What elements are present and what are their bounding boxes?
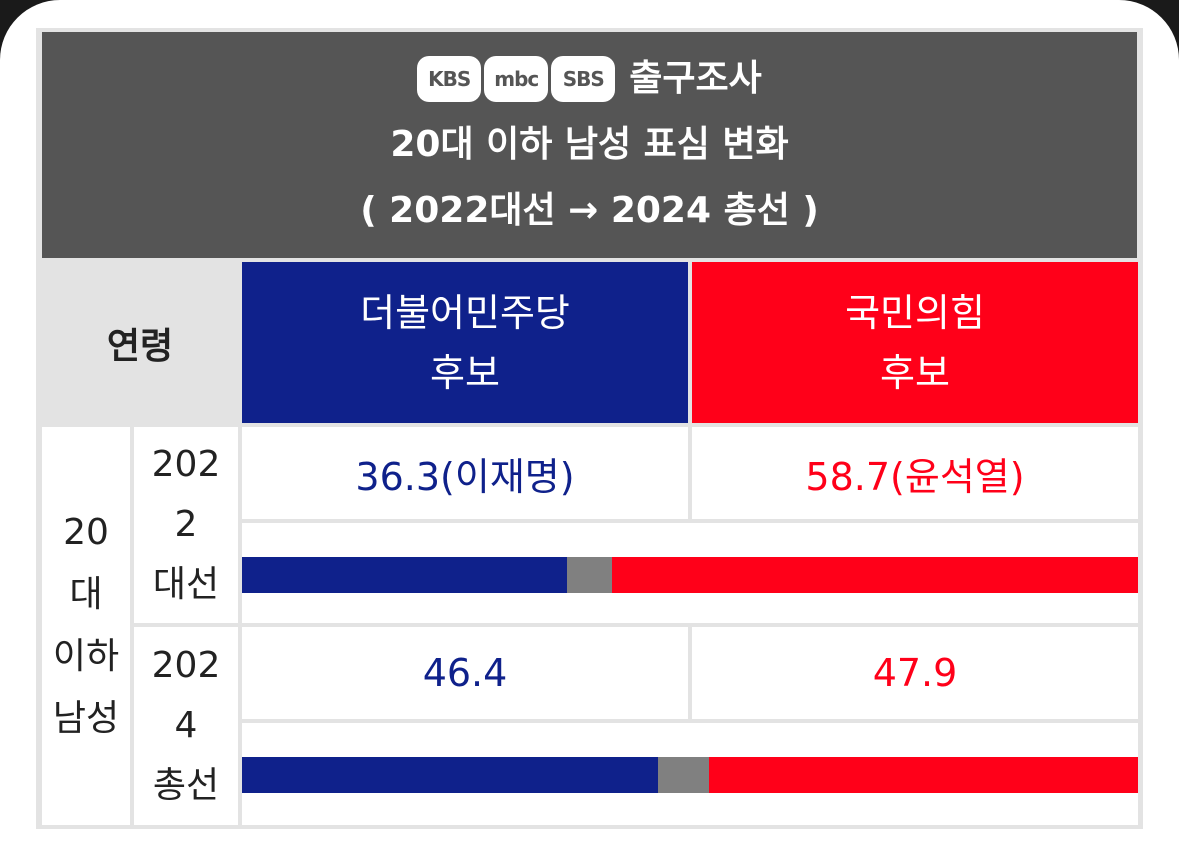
year-label-2024: 202 4 총선	[134, 627, 238, 825]
bar-segment-other	[657, 757, 709, 793]
bar-segment-ppp	[612, 557, 1138, 593]
group-label-line: 남성	[52, 698, 120, 739]
bar-row-2024	[242, 723, 1138, 825]
title-line-1: KBS mbc SBS 출구조사	[417, 46, 762, 112]
title-block: KBS mbc SBS 출구조사 20대 이하 남성 표심 변화 ( 2022대…	[42, 32, 1137, 258]
kbs-logo: KBS	[417, 56, 482, 102]
title-line-2: 20대 이하 남성 표심 변화	[390, 124, 789, 165]
sbs-logo: SBS	[551, 56, 616, 102]
party-sub-democratic: 후보	[430, 350, 500, 395]
value-ppp-2022: 58.7(윤석열)	[692, 427, 1138, 519]
age-header: 연령	[42, 262, 238, 423]
group-label: 20 대 이하 남성	[42, 427, 130, 825]
value-ppp-2024: 47.9	[692, 627, 1138, 719]
party-header-ppp: 국민의힘 후보	[692, 262, 1138, 423]
party-name-democratic: 더불어민주당	[360, 290, 570, 335]
group-label-line: 20	[63, 512, 109, 553]
mbc-logo: mbc	[484, 56, 549, 102]
year-label-line: 총선	[152, 765, 220, 806]
bar-segment-democratic	[242, 757, 658, 793]
year-label-line: 2	[174, 504, 198, 545]
results-table: KBS mbc SBS 출구조사 20대 이하 남성 표심 변화 ( 2022대…	[36, 28, 1143, 829]
year-label-line: 202	[151, 645, 221, 686]
bar-row-2022	[242, 523, 1138, 623]
year-label-2022: 202 2 대선	[134, 427, 238, 623]
title-line-3: ( 2022대선 → 2024 총선 )	[360, 190, 819, 231]
title-exit-poll: 출구조사	[629, 58, 762, 99]
party-name-ppp: 국민의힘	[845, 290, 985, 335]
year-label-line: 대선	[152, 564, 220, 605]
value-democratic-2024: 46.4	[242, 627, 688, 719]
party-sub-ppp: 후보	[880, 350, 950, 395]
value-democratic-2022: 36.3(이재명)	[242, 427, 688, 519]
year-label-line: 4	[174, 705, 198, 746]
bar-segment-other	[567, 557, 613, 593]
bar-segment-democratic	[242, 557, 568, 593]
stacked-bar-2022	[242, 557, 1138, 593]
year-label-line: 202	[151, 444, 221, 485]
group-label-line: 이하	[52, 636, 120, 677]
party-header-democratic: 더불어민주당 후보	[242, 262, 688, 423]
broadcaster-logos: KBS mbc SBS	[417, 56, 616, 102]
bar-segment-ppp	[708, 757, 1138, 793]
group-label-line: 대	[69, 574, 103, 615]
stacked-bar-2024	[242, 757, 1138, 793]
